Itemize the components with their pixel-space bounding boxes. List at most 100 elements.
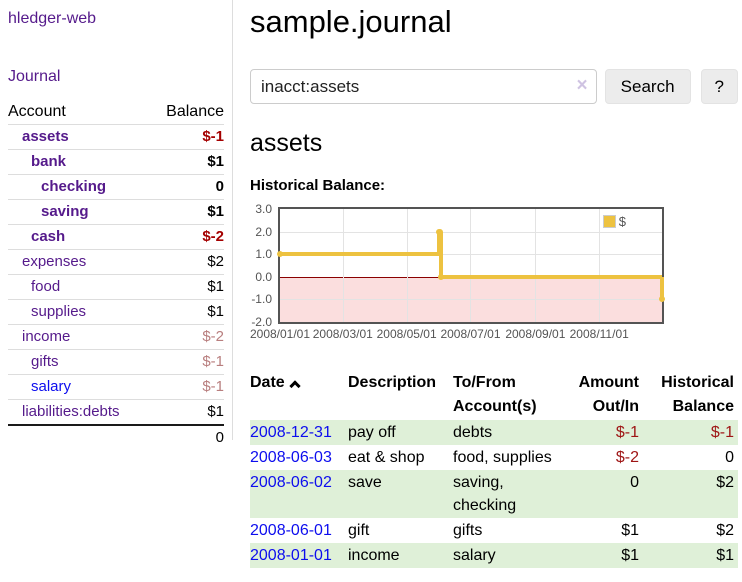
series-segment [439,231,444,277]
gridline-vertical [470,209,472,322]
search-input[interactable] [250,69,597,104]
account-heading: assets [250,129,323,157]
account-balance: $1 [150,399,224,425]
account-balance: $-2 [150,224,224,250]
date-column-header[interactable]: Date [250,370,348,420]
journal-link[interactable]: Journal [8,68,61,85]
account-balance: $-1 [150,374,224,400]
gridline-vertical [599,209,601,322]
help-button[interactable]: ? [700,69,738,104]
account-link[interactable]: food [31,278,61,295]
transaction-date-link[interactable]: 2008-06-01 [250,522,332,539]
account-row: assets $-1 [8,124,224,150]
account-link[interactable]: salary [31,378,72,395]
total-spacer [8,424,151,450]
clear-search-icon[interactable]: × [576,75,588,96]
account-link[interactable]: cash [31,228,66,245]
series-segment [660,276,664,300]
register-table: Date Description To/From Account(s) Amou… [250,370,738,568]
register-balance-cell: 0 [725,449,734,466]
search-box: × [250,69,597,104]
search-form: × Search ? [250,69,738,104]
legend-label: $ [618,214,626,229]
account-link[interactable]: supplies [31,303,87,320]
gridline-vertical [342,209,344,322]
y-axis-label: -2.0 [251,315,272,329]
account-link[interactable]: liabilities:debts [22,403,120,420]
x-axis-label: 2008/11/01 [569,327,629,341]
register-body: 2008-12-31 pay off debts $-1 $-1 2008-06-03 ea… [250,420,738,568]
account-column-header: Account [8,103,66,120]
account-cell: gifts [8,349,151,375]
x-axis-label: 2008/05/01 [376,327,437,341]
account-link[interactable]: gifts [31,353,59,370]
register-balance-cell: $-1 [643,420,738,445]
account-link[interactable]: checking [41,178,107,195]
y-axis-label: 1.0 [255,247,272,262]
x-axis-label: 2008/03/01 [312,327,373,341]
search-button[interactable]: Search [604,69,691,104]
register-date-cell: 2008-06-03 [250,445,348,470]
account-balance: $-1 [150,124,224,150]
register-row: 2008-06-02 save saving, checking 0 $2 [250,470,738,518]
account-cell: saving [8,199,151,225]
account-link[interactable]: expenses [22,253,87,270]
plot-area: $ 3.0 2.0 1.0 0.0 -1.0 -2.0 2008/01/01 2008/03/… [250,202,665,341]
account-balance: $2 [150,249,224,275]
page-title: sample.journal [250,4,452,39]
account-cell: expenses [8,249,151,275]
account-balance: 0 [150,174,224,200]
register-header-row: Date Description To/From Account(s) Amou… [250,370,738,420]
account-link[interactable]: bank [31,153,67,170]
accounts-table: Account Balance assets $-1 bank $1 checking 0… [8,100,224,450]
account-balance: $1 [150,299,224,325]
account-link[interactable]: income [22,328,71,345]
account-balance: $-2 [150,324,224,350]
x-axis-label: 2008/07/01 [440,327,501,341]
register-row: 2008-12-31 pay off debts $-1 $-1 [250,420,738,445]
register-accounts-cell: food, supplies [453,449,552,466]
y-axis-label: -1.0 [251,292,272,307]
register-amount-cell: 0 [563,470,643,518]
register-description-cell: gift [348,522,370,539]
account-row: saving $1 [8,199,224,225]
y-axis-label: 0.0 [255,269,272,284]
transaction-date-link[interactable]: 2008-12-31 [250,424,332,441]
app-title-link[interactable]: hledger-web [8,10,97,27]
register-row: 2008-01-01 income salary $1 $1 [250,543,738,568]
y-axis-label: 2.0 [255,224,272,239]
register-description-cell: save [348,470,453,518]
account-row: food $1 [8,274,224,300]
balance-column-header-main: Historical Balance [661,374,734,415]
account-balance: $1 [150,199,224,225]
account-cell: income [8,324,151,350]
register-amount-cell: $-1 [563,420,643,445]
accounts-column-header: To/From Account(s) [453,374,537,415]
register-accounts-cell: salary [453,543,563,568]
account-link[interactable]: assets [22,128,69,145]
account-cell: salary [8,374,151,400]
register-amount-cell: $1 [621,522,639,539]
account-cell: bank [8,149,151,175]
account-link[interactable]: saving [41,203,89,220]
legend-color-box [602,215,616,228]
account-row: salary $-1 [8,374,224,400]
register-date-cell: 2008-01-01 [250,543,348,568]
sort-ascending-icon [289,380,301,392]
account-row: expenses $2 [8,249,224,275]
register-date-cell: 2008-06-01 [250,518,348,543]
account-balance: $-1 [150,349,224,375]
transaction-date-link[interactable]: 2008-06-02 [250,474,332,491]
register-date-cell: 2008-12-31 [250,420,348,445]
account-cell: liabilities:debts [8,399,151,425]
transaction-date-link[interactable]: 2008-06-03 [250,449,332,466]
data-point-marker [659,296,665,303]
account-cell: assets [8,124,151,150]
register-date-cell: 2008-06-02 [250,470,348,518]
gridline-vertical [535,209,537,322]
register-balance-cell: $2 [643,470,738,518]
chart-legend: $ [602,214,626,229]
transaction-date-link[interactable]: 2008-01-01 [250,547,332,564]
account-row: liabilities:debts $1 [8,399,224,425]
account-row: bank $1 [8,149,224,175]
